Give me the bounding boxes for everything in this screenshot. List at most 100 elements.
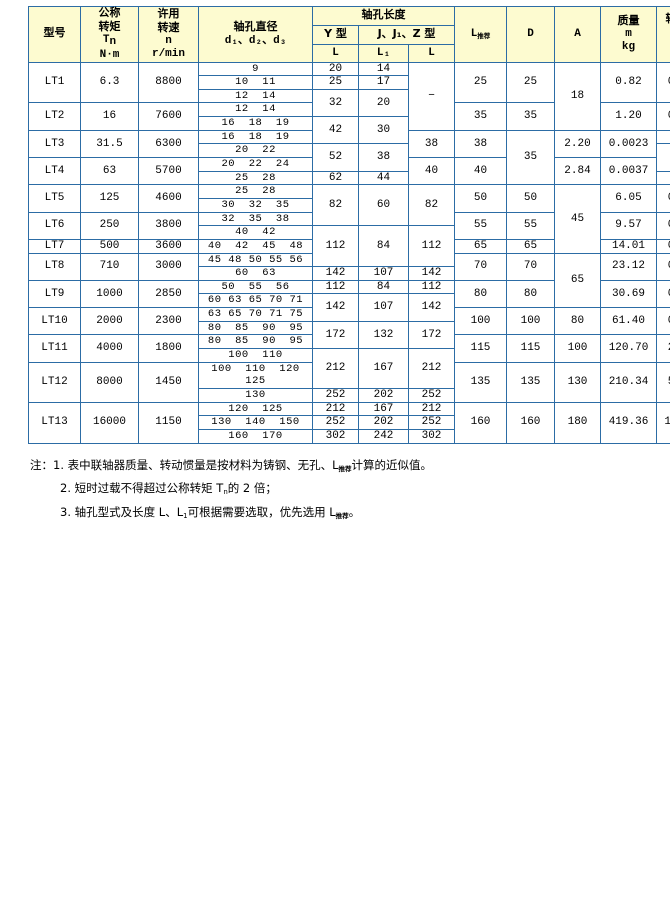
cell-L-recommended-value: 55: [455, 212, 507, 239]
cell-length-Y: 112: [313, 280, 359, 294]
cell-length-Y: 252: [313, 416, 359, 430]
cell-mass: 1.20: [601, 103, 657, 130]
cell-A: 130: [555, 362, 601, 402]
cell-length-Y: 302: [313, 429, 359, 443]
cell-L-recommended-value: 35: [455, 103, 507, 130]
cell-inertia: 17.5800: [657, 402, 670, 443]
cell-L-recommended-value: 160: [455, 402, 507, 443]
cell-bore-diameter: 130 140 150: [199, 416, 313, 430]
cell-bore-diameter: 45 48 50 55 56: [199, 253, 313, 267]
cell-bore-diameter: 12 14: [199, 103, 313, 117]
cell-mass: 23.12: [601, 253, 657, 280]
header-A: A: [555, 7, 601, 63]
cell-torque: 8000: [81, 362, 139, 402]
cell-D-spacer: 70: [507, 253, 555, 280]
cell-length-Z: 302: [409, 429, 455, 443]
cell-L-recommended-value: 65: [455, 239, 507, 253]
cell-bore-diameter: 80 85 90 95: [199, 321, 313, 335]
cell-length-J1: 38: [359, 144, 409, 171]
cell-speed: 4600: [139, 185, 199, 212]
cell-L-recommended-value: 115: [455, 335, 507, 362]
cell-length-Z: 112: [409, 226, 455, 267]
cell-L-recommended-value: 135: [455, 362, 507, 402]
cell-A: 180: [555, 402, 601, 443]
cell-mass: 2.20: [555, 130, 601, 157]
cell-length-J1: 84: [359, 280, 409, 294]
cell-model: LT2: [29, 103, 81, 130]
cell-length-Y: 142: [313, 267, 359, 281]
cell-bore-diameter: 120 125: [199, 402, 313, 416]
cell-length-J1: 107: [359, 294, 409, 321]
header-model: 型号: [29, 7, 81, 63]
cell-inertia: 0.1340: [657, 253, 670, 280]
cell-torque: 1000: [81, 280, 139, 307]
cell-A: 18: [555, 62, 601, 130]
cell-torque: 6.3: [81, 62, 139, 103]
cell-bore-diameter: 60 63 65 70 71: [199, 294, 313, 308]
cell-model: LT7: [29, 239, 81, 253]
header-inertia: 转动惯量 I kg·m2: [657, 7, 670, 63]
cell-speed: 5700: [139, 158, 199, 185]
cell-bore-diameter: 20 22 24: [199, 158, 313, 172]
cell-inertia: 2.1220: [657, 335, 670, 362]
cell-model: LT3: [29, 130, 81, 157]
cell-bore-diameter: 25 28: [199, 171, 313, 185]
cell-bore-diameter: 32 35 38: [199, 212, 313, 226]
cell-length-J1: 20: [359, 89, 409, 116]
cell-D-spacer: 40: [455, 158, 507, 185]
cell-speed: 7600: [139, 103, 199, 130]
cell-bore-diameter: 30 32 35: [199, 198, 313, 212]
cell-length-Y: 252: [313, 388, 359, 402]
cell-length-J1: 107: [359, 267, 409, 281]
cell-model: LT8: [29, 253, 81, 280]
cell-length-Z: 112: [409, 280, 455, 294]
cell-speed: 3800: [139, 212, 199, 239]
cell-length-Y: 62: [313, 171, 359, 185]
cell-length-J1: 132: [359, 321, 409, 348]
cell-inertia: 0.0550: [657, 239, 670, 253]
cell-speed: 1800: [139, 335, 199, 362]
cell-speed: 2850: [139, 280, 199, 307]
cell-length-J1: 202: [359, 388, 409, 402]
cell-length-Y: 20: [313, 62, 359, 76]
cell-length-J1: 30: [359, 117, 409, 144]
cell-L-recommended-value: 40: [409, 158, 455, 185]
cell-A: 45: [555, 185, 601, 253]
cell-length-Z: 212: [409, 402, 455, 416]
cell-length-J1: 84: [359, 226, 409, 267]
header-Lz: L: [409, 44, 455, 62]
spec-sheet-page: 型号 公称 转矩 Tn N·m 许用 转速 n r/min 轴孔直径 d₁、d₂…: [0, 6, 670, 912]
cell-mass: 419.36: [601, 402, 657, 443]
cell-mass: 6.05: [601, 185, 657, 212]
cell-length-Z: 142: [409, 294, 455, 321]
cell-D-spacer: 50: [507, 185, 555, 212]
header-bore-diameter: 轴孔直径 d₁、d₂、d₃: [199, 7, 313, 63]
cell-bore-diameter: 100 110: [199, 349, 313, 363]
cell-length-Z: 52: [657, 144, 670, 171]
cell-length-Z: 212: [409, 349, 455, 389]
cell-bore-diameter: 160 170: [199, 429, 313, 443]
cell-speed: 3600: [139, 239, 199, 253]
cell-length-Z: 172: [409, 321, 455, 348]
cell-bore-diameter: 100 110 120 125: [199, 362, 313, 388]
cell-bore-diameter: 40 42: [199, 226, 313, 240]
cell-L-recommended: −: [409, 62, 455, 130]
cell-length-Y: 42: [313, 117, 359, 144]
header-L1: L₁: [359, 44, 409, 62]
cell-D-spacer: 160: [507, 402, 555, 443]
cell-length-J1: 167: [359, 349, 409, 389]
note-2: 2. 短时过载不得超过公称转矩 Tn的 2 倍；: [60, 483, 670, 496]
cell-length-J1: 167: [359, 402, 409, 416]
cell-A: 100: [555, 335, 601, 362]
cell-length-Y: 212: [313, 402, 359, 416]
cell-bore-diameter: 40 42 45 48: [199, 239, 313, 253]
cell-torque: 31.5: [81, 130, 139, 157]
cell-length-Z: 252: [409, 388, 455, 402]
cell-bore-diameter: 60 63: [199, 267, 313, 281]
cell-mass: 61.40: [601, 308, 657, 335]
cell-bore-diameter: 50 55 56: [199, 280, 313, 294]
cell-length-Y: 52: [313, 144, 359, 171]
header-bore-length-group: 轴孔长度: [313, 7, 455, 26]
